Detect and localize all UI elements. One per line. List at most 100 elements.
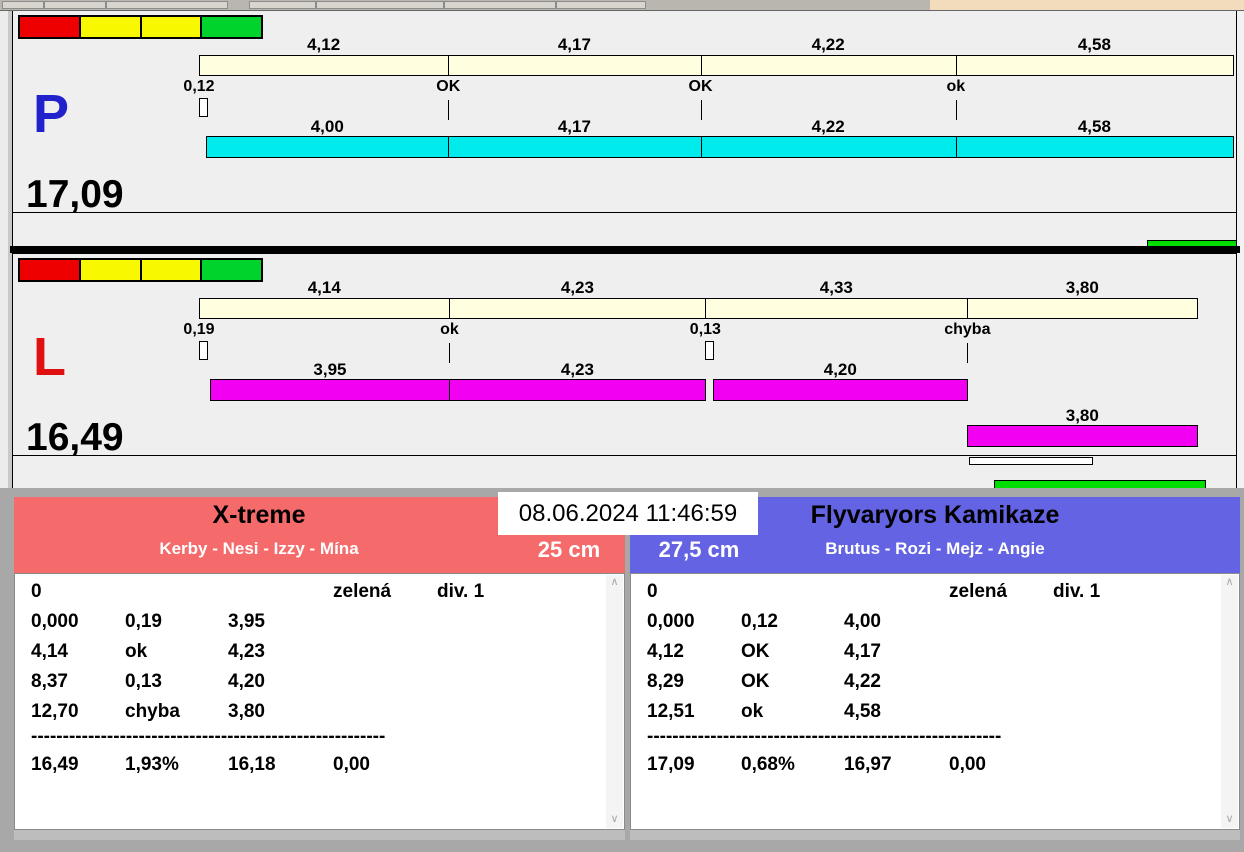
table-cell: 4,17	[844, 641, 881, 662]
separator-line: ----------------------------------------…	[31, 726, 386, 747]
table-cell: 8,29	[647, 671, 684, 692]
window-right-frame	[1237, 10, 1244, 488]
totals-cell: 1,93%	[125, 754, 179, 775]
scroll-down-icon[interactable]: ∨	[1225, 813, 1234, 825]
pass-mark-label: OK	[688, 78, 713, 95]
judge-split-label: 4,33	[819, 278, 853, 297]
dog-split-bar	[449, 379, 707, 401]
scroll-up-icon[interactable]: ∧	[610, 576, 619, 588]
lane-footer	[13, 455, 1236, 489]
judge-split-label: 4,14	[307, 278, 341, 297]
judge-split-label: 3,80	[1065, 278, 1099, 297]
progress-bar	[994, 480, 1206, 489]
dog-split-bar	[955, 136, 1234, 158]
pass-mark-label: chyba	[944, 321, 991, 338]
totals-cell: 17,09	[647, 754, 695, 775]
table-cell: 0,12	[741, 611, 778, 632]
table-cell: 4,23	[228, 641, 265, 662]
scroll-up-icon[interactable]: ∧	[1225, 576, 1234, 588]
pass-tick	[967, 343, 969, 363]
totals-cell: 16,97	[844, 754, 892, 775]
results-table[interactable]: ∧ ∨ 0 zelená div. 1 0,000 0,12 4,00 4,12 OK 4,17…	[630, 573, 1240, 830]
traffic-red-icon	[20, 17, 79, 37]
toolbar-segment[interactable]	[2, 1, 44, 9]
totals-cell: 16,49	[31, 754, 79, 775]
panel-footer	[14, 830, 625, 840]
lane-letter: L	[33, 327, 66, 387]
start-fault-box	[199, 98, 208, 117]
table-cell: 3,95	[228, 611, 265, 632]
start-traffic-light	[18, 258, 263, 282]
pass-mark-label: 0,12	[183, 78, 215, 95]
team-dogs: Kerby - Nesi - Izzy - Mína	[159, 539, 359, 558]
table-row: ----------------------------------------…	[15, 726, 602, 754]
table-cell: 4,12	[647, 641, 684, 662]
status-color: zelená	[949, 581, 1008, 602]
lanes-divider	[10, 246, 1240, 253]
table-row: 12,70 chyba 3,80	[15, 701, 602, 729]
traffic-yellow1-icon	[80, 260, 140, 280]
pass-tick	[700, 100, 702, 120]
table-scrollbar[interactable]: ∧ ∨	[1221, 575, 1238, 828]
traffic-yellow2-icon	[141, 17, 201, 37]
progress-bar	[1147, 240, 1236, 247]
table-row: 16,49 1,93% 16,18 0,00	[15, 754, 602, 782]
table-row: 12,51 ok 4,58	[631, 701, 1217, 729]
table-cell: 4,00	[844, 611, 881, 632]
toolbar-segment[interactable]	[444, 1, 556, 9]
start-fault-box	[705, 341, 715, 360]
toolbar-segment[interactable]	[556, 1, 646, 9]
table-cell: 12,70	[31, 701, 79, 722]
jump-height-label: 25 cm	[537, 537, 601, 562]
judge-split-label: 4,12	[307, 35, 341, 54]
totals-cell: 0,00	[949, 754, 986, 775]
team-name: Flyvaryors Kamikaze	[810, 501, 1060, 529]
scroll-down-icon[interactable]: ∨	[610, 813, 619, 825]
dog-split-bar	[700, 136, 957, 158]
judge-split-bar	[705, 298, 969, 319]
start-traffic-light	[18, 15, 263, 39]
table-cell: 0,13	[125, 671, 162, 692]
dog-split-label: 4,17	[557, 117, 591, 136]
toolbar-segment[interactable]	[44, 1, 106, 9]
table-cell: chyba	[125, 701, 180, 722]
table-row: 17,09 0,68% 16,97 0,00	[631, 754, 1217, 782]
table-cell: 0,000	[647, 611, 695, 632]
judge-split-bar	[449, 298, 707, 319]
totals-cell: 0,68%	[741, 754, 795, 775]
division-label: div. 1	[437, 581, 485, 602]
top-toolbar	[0, 0, 1244, 11]
team-panel-right: Flyvaryors Kamikaze Brutus - Rozi - Mejz…	[630, 497, 1240, 840]
traffic-yellow2-icon	[141, 260, 201, 280]
table-row: ----------------------------------------…	[631, 726, 1217, 754]
results-table[interactable]: ∧ ∨ 0 zelená div. 1 0,000 0,19 3,95 4,14 ok 4,23…	[14, 573, 625, 830]
traffic-green-icon	[202, 260, 261, 280]
judge-split-bar	[199, 298, 451, 319]
start-fault-box	[199, 341, 208, 360]
judge-split-label: 4,23	[560, 278, 594, 297]
table-scrollbar[interactable]: ∧ ∨	[606, 575, 623, 828]
lane-footer	[13, 212, 1236, 247]
dog-split-bar	[210, 379, 451, 401]
toolbar-segment[interactable]	[316, 1, 444, 9]
pass-mark-label: OK	[436, 78, 461, 95]
dog-split-bar	[206, 136, 450, 158]
lane-panel-l: L 16,49 4,14 4,23 4,33 3,80 0,19 ok 0,13 chyba 3…	[12, 253, 1237, 489]
pass-mark-label: 0,19	[183, 321, 215, 338]
table-row: 0,000 0,12 4,00	[631, 611, 1217, 639]
lane-total-time: 16,49	[26, 416, 124, 459]
traffic-green-icon	[202, 17, 261, 37]
dog-split-label: 3,80	[1065, 406, 1099, 425]
table-cell: ok	[125, 641, 148, 662]
toolbar-segment[interactable]	[249, 1, 316, 9]
judge-split-label: 4,58	[1077, 35, 1111, 54]
totals-cell: 0,00	[333, 754, 370, 775]
separator-line: ----------------------------------------…	[647, 726, 1002, 747]
judge-split-bar	[967, 298, 1199, 319]
toolbar-segment[interactable]	[106, 1, 228, 9]
table-cell: OK	[741, 671, 770, 692]
table-cell: 8,37	[31, 671, 68, 692]
totals-cell: 16,18	[228, 754, 276, 775]
table-cell: 4,58	[844, 701, 881, 722]
team-panel-left: X-treme Kerby - Nesi - Izzy - Mína 25 cm…	[14, 497, 625, 840]
